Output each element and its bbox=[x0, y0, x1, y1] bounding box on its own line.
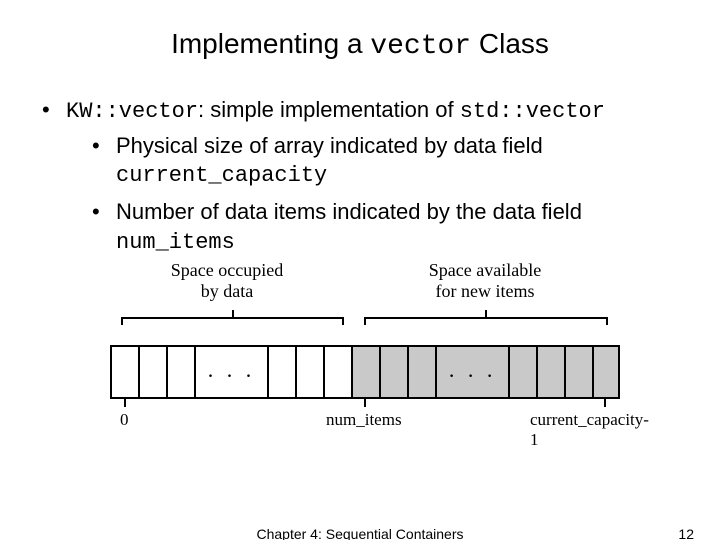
avail-cell-ellipsis: . . . bbox=[435, 347, 509, 397]
data-cell bbox=[110, 347, 138, 397]
label-available: Space available for new items bbox=[400, 260, 570, 301]
data-cell bbox=[323, 347, 351, 397]
label-occupied: Space occupied by data bbox=[142, 260, 312, 301]
axis-label-zero: 0 bbox=[120, 410, 129, 430]
sub-bullet-2: Number of data items indicated by the da… bbox=[92, 198, 680, 256]
title-post: Class bbox=[471, 28, 549, 59]
sub1-text: Physical size of array indicated by data… bbox=[116, 133, 543, 158]
avail-cell bbox=[508, 347, 536, 397]
tick-capacity bbox=[604, 397, 606, 407]
sub2-text: Number of data items indicated by the da… bbox=[116, 199, 582, 224]
data-cell bbox=[138, 347, 166, 397]
title-code: vector bbox=[370, 31, 471, 62]
bullet-main: KW::vector: simple implementation of std… bbox=[42, 96, 680, 257]
data-cell bbox=[295, 347, 323, 397]
bullet-main-code1: KW::vector bbox=[66, 99, 198, 124]
avail-cell bbox=[564, 347, 592, 397]
sub2-code: num_items bbox=[116, 230, 235, 255]
avail-cell bbox=[592, 347, 620, 397]
slide-title: Implementing a vector Class bbox=[30, 28, 690, 62]
bullet-main-code2: std::vector bbox=[460, 99, 605, 124]
label-available-text: Space available for new items bbox=[429, 260, 541, 301]
data-cell bbox=[267, 347, 295, 397]
tick-num-items bbox=[364, 397, 366, 407]
axis-label-capacity: current_capacity-1 bbox=[530, 410, 655, 450]
avail-cell bbox=[407, 347, 435, 397]
avail-cell bbox=[536, 347, 564, 397]
avail-cell bbox=[379, 347, 407, 397]
vector-diagram: Space occupied by data Space available f… bbox=[80, 260, 655, 470]
axis-label-num-items: num_items bbox=[326, 410, 402, 430]
brace-available bbox=[358, 308, 614, 326]
label-occupied-text: Space occupied by data bbox=[171, 260, 283, 301]
dots-icon: . . . bbox=[437, 357, 509, 383]
brace-occupied bbox=[115, 308, 350, 326]
dots-icon: . . . bbox=[196, 357, 268, 383]
sub-bullet-list: Physical size of array indicated by data… bbox=[66, 132, 680, 257]
title-pre: Implementing a bbox=[171, 28, 370, 59]
sub-bullet-1: Physical size of array indicated by data… bbox=[92, 132, 680, 190]
footer-page-number: 12 bbox=[678, 526, 694, 540]
array-row: . . . . . . bbox=[110, 345, 620, 399]
avail-cell bbox=[351, 347, 379, 397]
bullet-list: KW::vector: simple implementation of std… bbox=[30, 96, 690, 257]
sub1-code: current_capacity bbox=[116, 163, 327, 188]
footer-chapter: Chapter 4: Sequential Containers bbox=[0, 526, 720, 540]
tick-zero bbox=[124, 397, 126, 407]
data-cell bbox=[166, 347, 194, 397]
bullet-main-mid: : simple implementation of bbox=[198, 97, 460, 122]
data-cell-ellipsis: . . . bbox=[194, 347, 268, 397]
slide: Implementing a vector Class KW::vector: … bbox=[0, 0, 720, 540]
